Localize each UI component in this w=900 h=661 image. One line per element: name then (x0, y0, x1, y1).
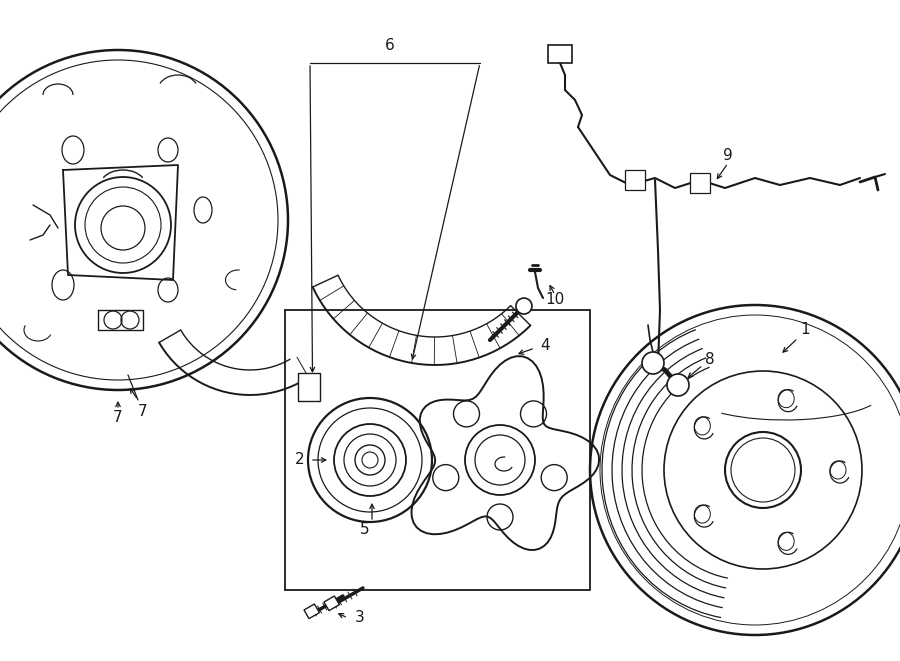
Text: 4: 4 (540, 338, 550, 352)
Bar (298, 373, 320, 401)
Circle shape (642, 352, 664, 374)
Bar (304, 604, 320, 619)
Text: 3: 3 (356, 611, 364, 625)
Text: 5: 5 (360, 522, 370, 537)
Bar (285, 310, 590, 590)
Text: 7: 7 (113, 410, 122, 426)
Bar (548, 45, 572, 63)
Text: 8: 8 (706, 352, 715, 368)
Text: 10: 10 (545, 293, 564, 307)
Bar (552, 49, 568, 59)
Bar (324, 596, 339, 611)
Circle shape (516, 298, 532, 314)
Text: 1: 1 (800, 323, 810, 338)
Circle shape (667, 374, 689, 396)
Text: 9: 9 (723, 147, 733, 163)
Text: 6: 6 (385, 38, 395, 52)
Bar (625, 170, 645, 190)
Text: 7: 7 (139, 405, 148, 420)
Bar (690, 173, 710, 193)
Text: 2: 2 (295, 453, 305, 467)
